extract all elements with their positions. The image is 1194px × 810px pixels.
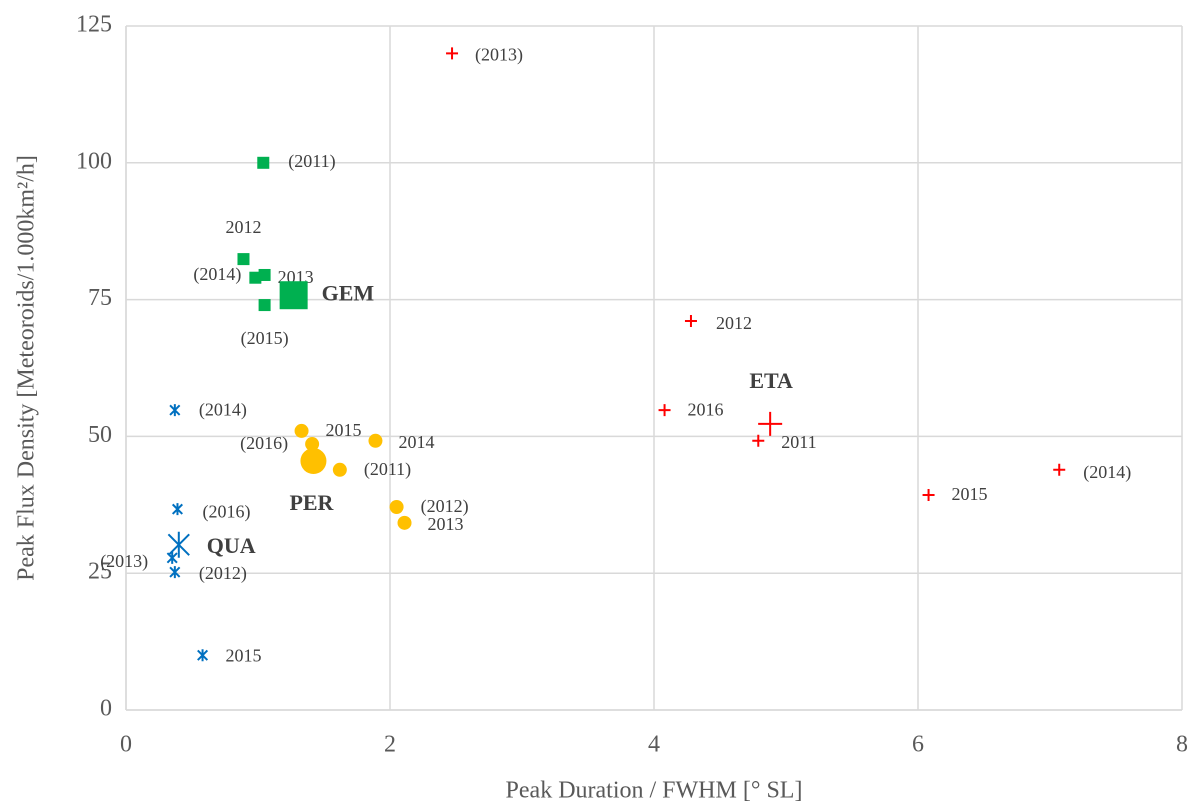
marker [257,156,270,169]
marker [279,281,308,310]
point-label: 2012 [716,313,752,333]
point-label: 2015 [952,484,988,504]
marker [332,462,347,477]
point-label: (2015) [241,328,289,349]
y-tick-label: 50 [88,422,112,448]
point-label: (2016) [202,501,250,522]
point-label: (2011) [288,151,335,172]
point-label: (2014) [1083,462,1131,483]
grid [125,25,1183,711]
point-label: 2015 [226,645,262,665]
marker [169,404,181,417]
marker [305,437,320,452]
x-tick-label: 4 [648,732,660,758]
marker [758,411,783,436]
marker [197,649,209,662]
point-label: (2011) [364,459,411,480]
y-tick-label: 75 [88,285,112,311]
y-tick-label: 25 [88,559,112,585]
point-label: (2012) [199,563,247,584]
point-label: 2013 [428,514,464,534]
point-label: 2015 [326,420,362,440]
y-axis-title: Peak Flux Density [Meteoroids/1.000km²/h… [14,155,40,581]
marker [684,314,697,327]
point-label: (2014) [199,399,247,420]
marker [237,253,250,266]
marker [446,47,459,60]
point-label: 2012 [225,217,261,237]
marker [171,503,183,516]
marker [752,434,765,447]
marker [658,404,671,417]
y-tick-label: 100 [76,148,112,174]
marker [169,566,181,579]
series-label: PER [289,490,334,515]
x-tick-label: 2 [384,732,396,758]
marker [294,423,309,438]
point-label: 2016 [688,399,724,419]
series-label: QUA [207,533,256,558]
series-label: ETA [749,368,793,393]
marker [397,515,412,530]
point-label: (2014) [193,264,241,285]
marker [258,299,271,312]
marker [368,433,383,448]
point-label: (2013) [475,44,523,65]
x-axis-title: Peak Duration / FWHM [° SL] [506,778,803,804]
point-label: 2014 [398,432,434,452]
x-tick-label: 0 [120,732,132,758]
series-label: GEM [322,280,375,305]
marker [389,499,404,514]
marker [1053,463,1066,476]
point-label: (2013) [100,551,148,572]
x-tick-label: 6 [912,732,924,758]
marker [922,488,935,501]
marker [258,268,271,281]
point-label: (2016) [240,433,288,454]
x-tick-label: 8 [1176,732,1188,758]
point-label: (2012) [421,496,469,517]
marker [300,448,327,475]
point-label: 2011 [781,432,816,452]
marker [249,271,262,284]
y-tick-label: 125 [76,12,112,38]
y-tick-label: 0 [100,696,112,722]
marker [167,531,190,558]
